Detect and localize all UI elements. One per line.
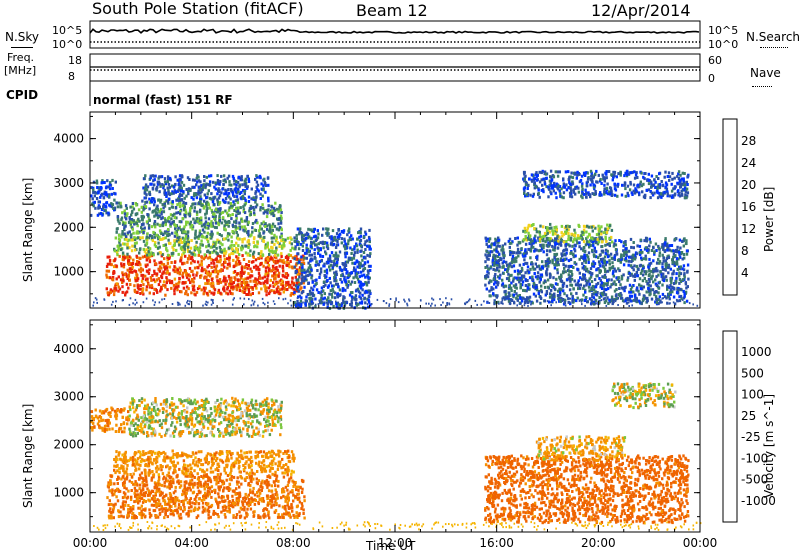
cpid-value: normal (fast) 151 RF <box>93 93 233 107</box>
top-strip-traces <box>89 28 700 71</box>
nave-label: Nave <box>750 66 781 80</box>
freq-tick-max: 18 <box>68 54 82 67</box>
freq-label-1: Freq. <box>7 51 35 64</box>
x-tick-label: 00:00 <box>683 536 718 550</box>
heatmap-cells <box>90 169 699 310</box>
freq-tick-min: 8 <box>68 70 75 83</box>
nsearch-legend-line <box>760 47 788 48</box>
nsky-legend-line <box>11 47 33 48</box>
freq-label-2: [MHz] <box>4 64 37 77</box>
x-axis-label: Time UT <box>366 539 416 553</box>
velocity-ylabel: Slant Range [km] <box>21 403 35 508</box>
x-tick-label: 04:00 <box>174 536 209 550</box>
power-colorbar-label: 4 <box>741 266 749 280</box>
nave-tick-max: 60 <box>708 54 722 67</box>
power-colorbar-label: 8 <box>741 244 749 258</box>
nsky-label: N.Sky <box>5 30 40 44</box>
velocity-colorbar-label: -1000 <box>741 494 776 508</box>
nsky-tick-max: 10^5 <box>52 24 83 37</box>
y-tick-label: 2000 <box>53 220 84 234</box>
x-tick-label: 16:00 <box>479 536 514 550</box>
velocity-panel: 1000 2000 3000 4000 00:00 04:00 08:00 12:00 16:0… <box>53 319 718 550</box>
y-tick-label: 3000 <box>53 390 84 404</box>
nsearch-label: N.Search <box>746 30 800 44</box>
y-tick-label: 2000 <box>53 438 84 452</box>
y-tick-label: 3000 <box>53 176 84 190</box>
velocity-colorbar-label: -100 <box>741 451 768 465</box>
y-tick-label: 4000 <box>53 132 84 146</box>
heatmap-cells <box>90 382 702 531</box>
colorbars: 4 8 12 16 20 24 28 1000 500 100 25 -25 -100 -500 -1000 <box>722 118 776 523</box>
power-colorbar-label: 16 <box>741 200 756 214</box>
y-tick-label: 4000 <box>53 342 84 356</box>
nsky-tick-min: 10^0 <box>52 38 83 51</box>
velocity-colorbar-frame <box>722 330 738 523</box>
date-label: 12/Apr/2014 <box>591 1 691 20</box>
velocity-colorbar-label: 500 <box>741 366 764 380</box>
x-tick-label: 00:00 <box>73 536 108 550</box>
power-panel: 1000 2000 3000 4000 <box>53 111 701 310</box>
nsearch-tick-max: 10^5 <box>708 24 739 37</box>
power-colorbar-label: 28 <box>741 134 756 148</box>
station-title: South Pole Station (fitACF) <box>92 0 304 18</box>
velocity-colorbar-label: 100 <box>741 388 764 402</box>
power-colorbar-frame <box>722 118 738 296</box>
power-ylabel: Slant Range [km] <box>21 177 35 282</box>
velocity-colorbar-title: Velocity [m s^-1] <box>762 393 776 498</box>
x-tick-label: 08:00 <box>276 536 311 550</box>
velocity-colorbar-label: 1000 <box>741 345 772 359</box>
y-tick-label: 1000 <box>53 265 84 279</box>
velocity-colorbar-label: -25 <box>741 430 761 444</box>
velocity-colorbar-label: 25 <box>741 409 756 423</box>
nsearch-tick-min: 10^0 <box>708 38 739 51</box>
cpid-label: CPID <box>6 88 39 102</box>
x-tick-label: 20:00 <box>581 536 616 550</box>
power-colorbar-label: 12 <box>741 222 756 236</box>
power-colorbar-title: Power [dB] <box>762 186 776 252</box>
nsky-trace <box>89 28 700 34</box>
x-tick-label: 12:00 <box>378 536 413 550</box>
power-colorbar-label: 24 <box>741 156 756 170</box>
y-tick-label: 1000 <box>53 486 84 500</box>
beam-label: Beam 12 <box>356 1 428 20</box>
power-colorbar-label: 20 <box>741 178 756 192</box>
nave-tick-min: 0 <box>708 72 715 85</box>
nave-legend-line <box>752 86 772 87</box>
velocity-colorbar-label: -500 <box>741 473 768 487</box>
nsky-panel-frame <box>89 20 701 49</box>
